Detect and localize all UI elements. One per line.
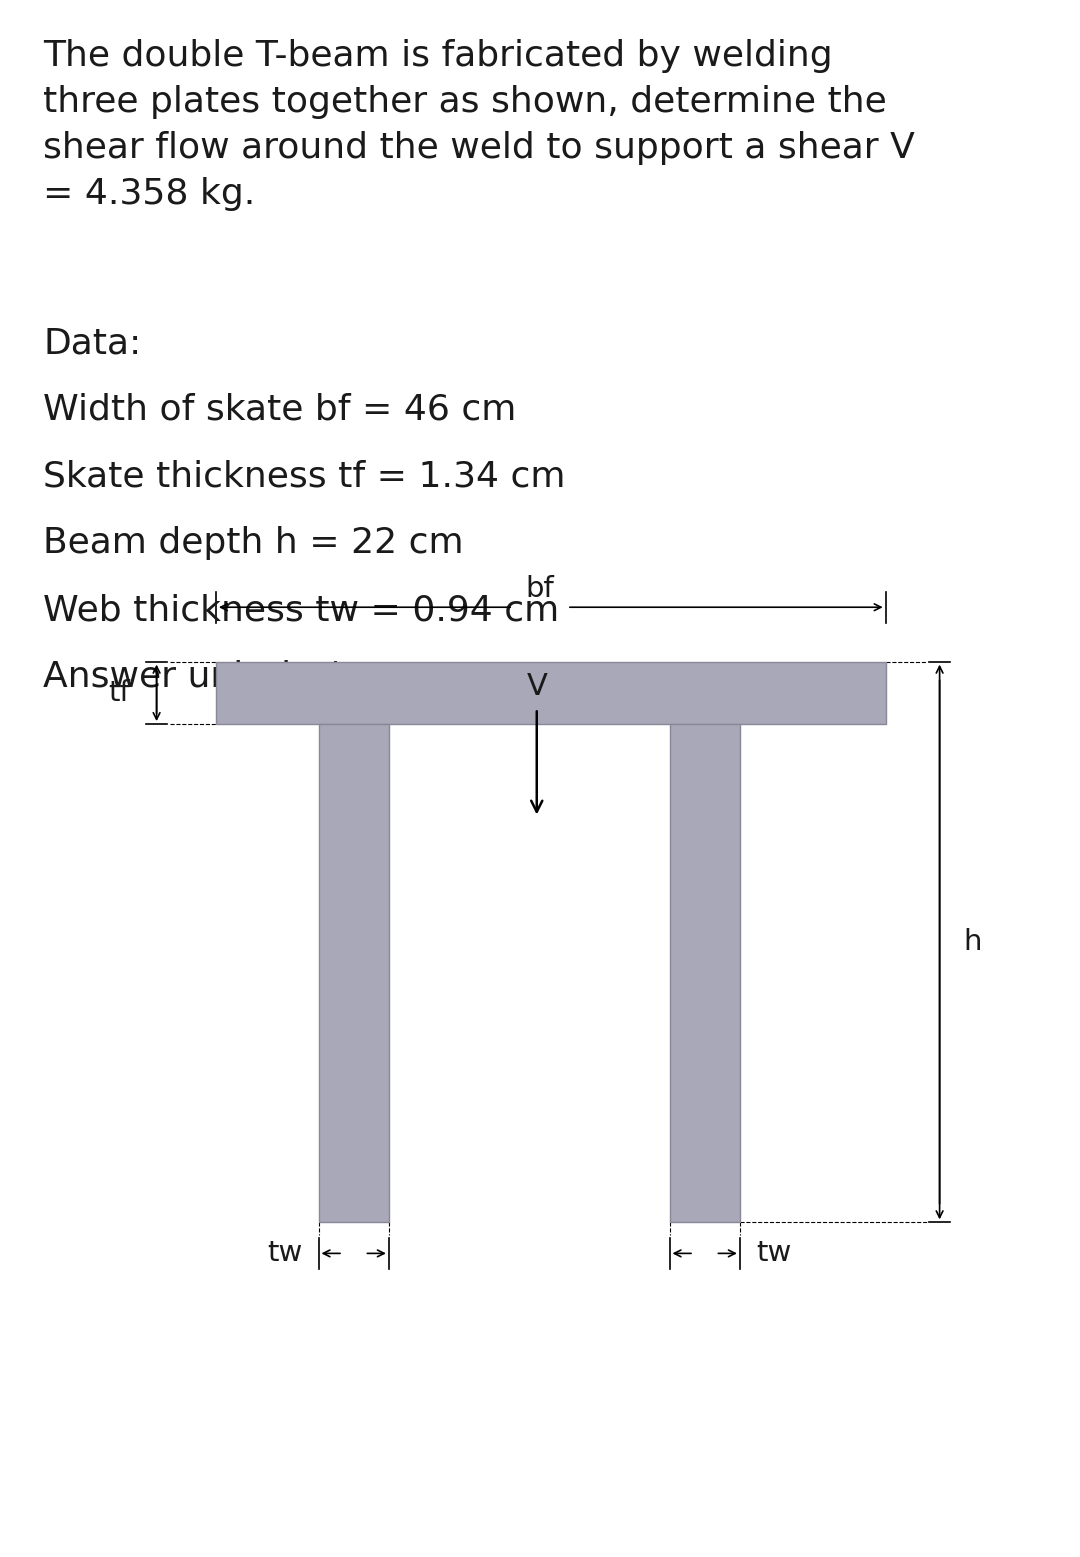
Text: V: V [526, 671, 548, 701]
Text: The double T-beam is fabricated by welding
three plates together as shown, deter: The double T-beam is fabricated by weldi… [43, 39, 915, 212]
Text: tw: tw [267, 1239, 302, 1267]
Text: tf: tf [108, 679, 130, 707]
Text: tw: tw [756, 1239, 792, 1267]
Text: Data:: Data: [43, 327, 141, 361]
Text: Width of skate bf = 46 cm: Width of skate bf = 46 cm [43, 392, 516, 427]
Bar [670, 724, 740, 1222]
Bar [216, 662, 886, 724]
Text: Web thickness tw = 0.94 cm: Web thickness tw = 0.94 cm [43, 593, 559, 627]
Text: Answer unit: kg/cm: Answer unit: kg/cm [43, 660, 392, 694]
Text: Beam depth h = 22 cm: Beam depth h = 22 cm [43, 526, 463, 561]
Bar [319, 724, 389, 1222]
Text: bf: bf [526, 575, 554, 603]
Text: h: h [963, 928, 982, 956]
Text: Skate thickness tf = 1.34 cm: Skate thickness tf = 1.34 cm [43, 459, 566, 494]
